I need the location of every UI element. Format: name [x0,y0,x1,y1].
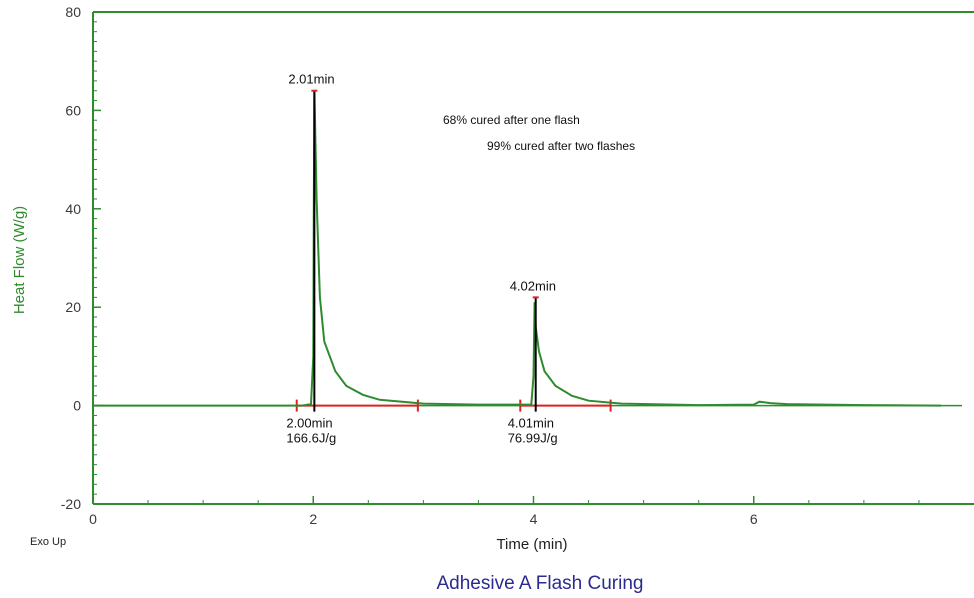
x-tick-label: 0 [89,511,97,527]
onset-label: 4.01min [508,416,554,431]
x-tick-label: 2 [309,511,317,527]
peak-label: 4.02min [510,278,556,293]
enthalpy-label: 166.6J/g [286,431,336,446]
x-tick-label: 4 [530,511,538,527]
y-tick-label: 0 [73,398,81,414]
y-tick-label: 80 [65,4,81,20]
heat-flow-curve [93,90,942,407]
annotation-two-flashes: 99% cured after two flashes [487,139,635,153]
y-tick-label: 60 [65,102,81,118]
onset-label: 2.00min [286,416,332,431]
y-axis-label: Heat Flow (W/g) [11,206,28,314]
x-axis-label: Time (min) [496,536,567,553]
exo-up-label: Exo Up [30,536,66,548]
x-tick-label: 6 [750,511,758,527]
annotation-one-flash: 68% cured after one flash [443,113,580,127]
peak-label: 2.01min [288,72,334,87]
y-tick-label: 40 [65,201,81,217]
peak-group [311,89,539,412]
enthalpy-label: 76.99J/g [508,431,558,446]
tick-group: -20 0 20 40 60 80 0 2 4 6 [61,4,920,527]
y-tick-label: 20 [65,299,81,315]
chart-title: Adhesive A Flash Curing [436,573,643,594]
y-tick-label: -20 [61,496,81,512]
